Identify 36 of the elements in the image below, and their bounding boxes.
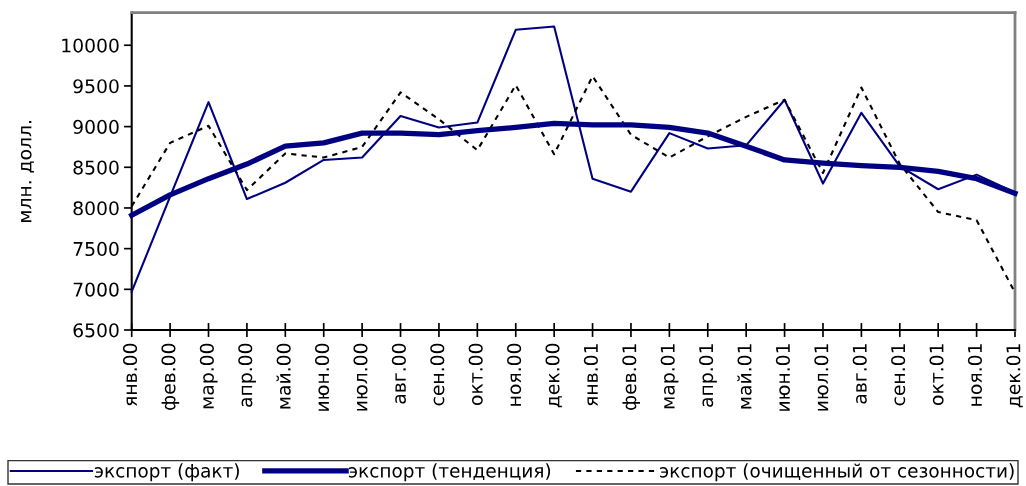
x-tick-label: янв.01 [583, 344, 598, 406]
x-tick-label: окт.00 [468, 343, 483, 405]
x-tick-label: сен.00 [430, 343, 445, 406]
x-tick-label: июл.01 [814, 344, 829, 411]
x-tick-label: янв.00 [122, 343, 138, 406]
y-tick-label: 8500 [73, 160, 119, 175]
x-tick-label: окт.01 [929, 344, 944, 405]
y-tick-label: 10000 [62, 38, 119, 53]
x-tick-label: май.01 [737, 344, 752, 409]
x-tick-label: июл.00 [353, 343, 368, 411]
y-tick-label: 9500 [73, 79, 119, 94]
x-tick-label: авг.00 [391, 343, 406, 404]
y-tick-label: 7000 [73, 282, 119, 297]
y-tick-label: 6500 [73, 323, 119, 338]
legend-label: экспорт (факт) [94, 463, 239, 482]
x-tick-label: июн.01 [775, 344, 791, 411]
x-tick-label: ноя.01 [967, 344, 983, 406]
x-tick-label: апр.00 [238, 343, 256, 407]
x-tick-label: дек.00 [545, 343, 562, 408]
y-tick-label: 7500 [73, 241, 119, 257]
x-tick-label: фев.01 [622, 344, 641, 410]
y-tick-label: 8000 [73, 201, 119, 216]
x-tick-label: мар.00 [199, 343, 218, 409]
legend-label: экспорт (очищенный от сезонности) [660, 463, 1014, 482]
x-tick-label: апр.01 [699, 344, 717, 407]
x-tick-label: июн.00 [314, 343, 330, 411]
x-tick-label: сен.01 [891, 344, 906, 406]
y-axis-title: млн. долл. [20, 121, 34, 222]
y-tick-label: 9000 [73, 119, 119, 134]
x-tick-label: мар.01 [660, 344, 679, 409]
x-tick-label: ноя.00 [507, 343, 522, 406]
x-tick-label: май.00 [276, 343, 291, 409]
x-tick-label: дек.01 [1006, 344, 1023, 408]
x-tick-label: фев.00 [161, 343, 180, 410]
x-tick-label: авг.01 [852, 344, 867, 404]
legend-label: экспорт (тенденция) [348, 463, 551, 482]
